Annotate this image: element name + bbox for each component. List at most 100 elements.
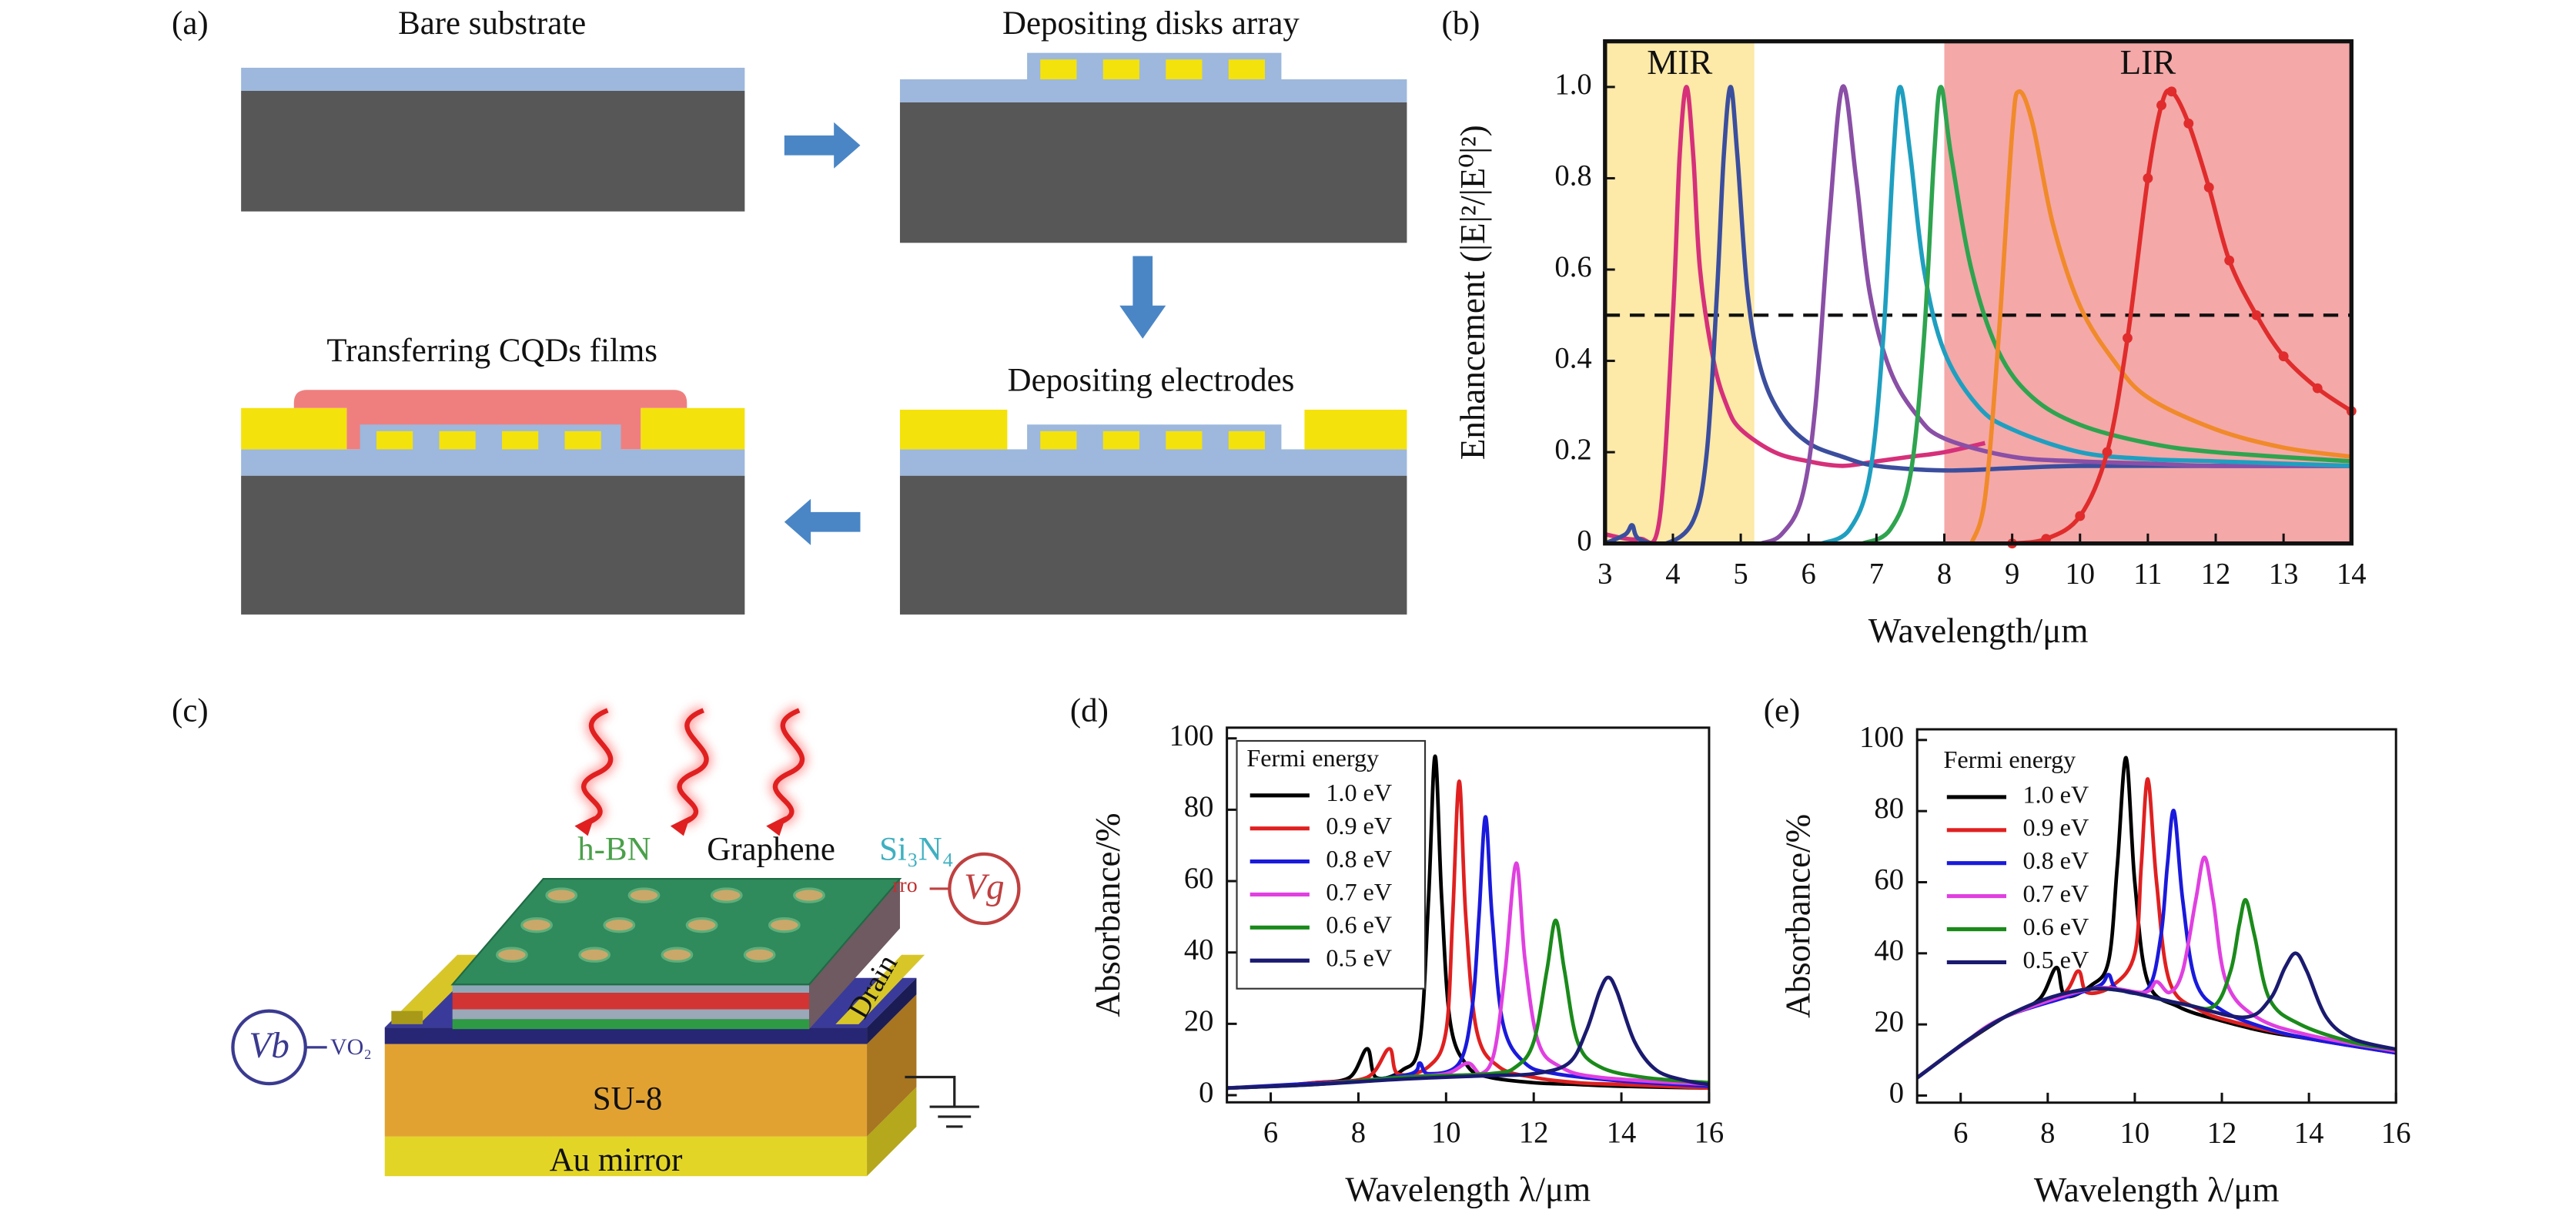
electrode: [1304, 409, 1407, 450]
sin-layer: [452, 984, 809, 994]
wave-arrowheads: [574, 816, 786, 836]
x-tick-label: 8: [1937, 558, 1952, 590]
series-line: [1226, 779, 1709, 1091]
legend-label: 0.8 eV: [1326, 845, 1392, 873]
x-tick-label: 10: [2065, 558, 2095, 590]
hbn-layer: [452, 1019, 809, 1030]
disks: [1040, 431, 1265, 450]
panel-label: (a): [172, 5, 209, 42]
panel-a: (a) Bare substrate Depositing disks arra…: [172, 5, 1407, 615]
gate-layer: [452, 993, 809, 1010]
y-tick-label: 60: [1874, 863, 1904, 896]
panel-label: (c): [172, 692, 209, 729]
series-line: [1969, 89, 2352, 544]
y-axis-label: Absorbance/%: [1089, 813, 1127, 1017]
series-marker: [2041, 534, 2052, 545]
arrow: [784, 122, 861, 169]
y-tick-label: 80: [1184, 791, 1214, 823]
arrow: [784, 498, 861, 545]
y-tick-label: 80: [1874, 792, 1904, 825]
legend-label: 0.8 eV: [2022, 846, 2089, 874]
substrate: [899, 475, 1407, 615]
series-marker: [2203, 182, 2214, 193]
x-tick-label: 6: [1802, 558, 1816, 590]
y-tick-label: 0.2: [1554, 434, 1591, 466]
arrow: [1119, 256, 1166, 339]
y-tick-label: 0: [1199, 1077, 1213, 1109]
legend-label: 0.9 eV: [1326, 812, 1392, 839]
substrate: [899, 102, 1407, 243]
y-tick-label: 20: [1874, 1006, 1904, 1038]
y-tick-label: 100: [1859, 722, 1904, 754]
legend-frame: [1236, 739, 1427, 990]
vg-label: Vg: [964, 867, 1004, 907]
series-line: [1917, 756, 2397, 1080]
legend-label: 1.0 eV: [1326, 779, 1392, 806]
legend-label: 0.6 eV: [1326, 911, 1392, 939]
chart: MIR LIR 3 4 5 6 7 8 9 10 11 12 13 14 0 0.2 0.4 0.6 0.8 1.0 W…: [1441, 5, 2366, 650]
su8: [384, 1044, 868, 1137]
panel-label: (e): [1764, 692, 1801, 729]
graphene-top: [450, 878, 902, 986]
x-axis-label: Wavelength λ/μm: [1345, 1171, 1591, 1209]
ground: [905, 1075, 979, 1128]
vo2-side: [867, 977, 917, 1044]
series-marker: [2312, 383, 2323, 394]
x-tick-label: 10: [1431, 1117, 1461, 1149]
step-title: Bare substrate: [398, 5, 586, 42]
y-axis-label: Enhancement (|E|²/|E⁰|²): [1454, 125, 1492, 460]
panel-c: (c): [172, 692, 1021, 1178]
x-tick-label: 7: [1869, 558, 1884, 590]
x-tick-label: 8: [2040, 1117, 2055, 1149]
plot-frame: [1226, 726, 1711, 1104]
disk-holes: [495, 887, 825, 963]
y-tick-label: 0.6: [1554, 251, 1591, 283]
series-line: [1760, 84, 2352, 544]
vb-label: Vb: [249, 1026, 289, 1066]
su8-side: [867, 994, 917, 1137]
x-tick-label: 12: [1519, 1117, 1549, 1149]
legend-label: 0.5 eV: [1326, 944, 1392, 972]
plot-frame: [1915, 728, 2397, 1104]
series-line: [1821, 85, 2352, 544]
electrode: [899, 409, 1008, 450]
y-tick-label: 1.0: [1554, 69, 1591, 101]
legend-label: 0.6 eV: [2022, 913, 2089, 940]
layer-label: h-BN: [577, 832, 651, 868]
electrode: [641, 407, 745, 450]
series-line: [1917, 951, 2397, 1080]
y-tick-label: 100: [1169, 720, 1214, 752]
region-label: MIR: [1647, 43, 1712, 82]
x-tick-label: 11: [2133, 558, 2162, 590]
drain-electrode: [835, 954, 925, 1024]
series-marker: [2156, 100, 2166, 111]
x-tick-label: 3: [1597, 558, 1612, 590]
layer-label: VO₂: [330, 1034, 372, 1060]
oxide-layer: [899, 449, 1407, 476]
au-mirror: [384, 1136, 868, 1177]
layer-label: Si₃N₄: [879, 832, 954, 868]
series-marker: [2166, 86, 2177, 97]
oxide-layer: [241, 449, 745, 476]
series-marker: [2251, 310, 2262, 320]
region-label: LIR: [2120, 43, 2176, 82]
series-marker: [2075, 511, 2086, 521]
stack-side: [808, 879, 900, 1030]
series-marker: [2123, 333, 2133, 343]
x-tick-label: 6: [1953, 1117, 1968, 1149]
series-line: [1226, 754, 1709, 1091]
layer-label: Graphene: [707, 832, 835, 868]
y-tick-label: 40: [1184, 934, 1214, 967]
vo2-front: [384, 1027, 868, 1044]
oxide-layer: [241, 67, 745, 91]
x-tick-label: 16: [1694, 1117, 1725, 1149]
series-marker: [2224, 255, 2235, 266]
region: [1604, 41, 1755, 544]
disks: [376, 431, 601, 450]
layer-label: SU-8: [593, 1081, 663, 1117]
series-marker: [2278, 351, 2289, 362]
legend-title: Fermi energy: [1246, 744, 1379, 772]
series-line: [1917, 898, 2397, 1080]
legend-label: 0.9 eV: [2022, 813, 2089, 841]
dielectric-layer: [452, 1009, 809, 1020]
